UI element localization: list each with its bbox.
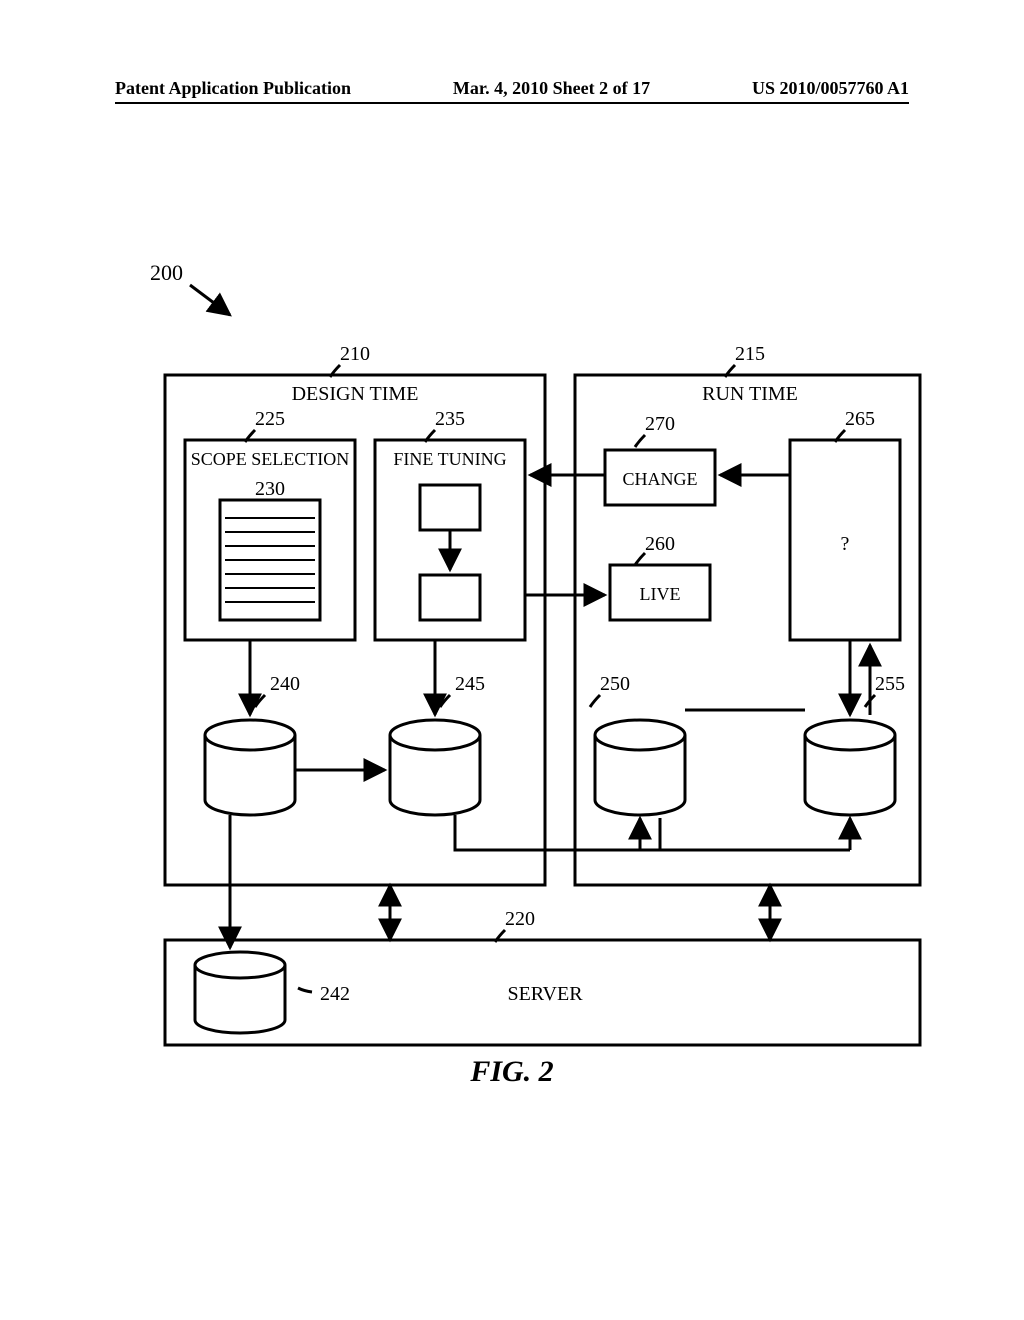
ref-230: 230: [255, 478, 285, 500]
ref-210: 210: [340, 343, 370, 365]
ref-220: 220: [505, 908, 535, 930]
db-250: [595, 720, 685, 815]
db-245: [390, 720, 480, 815]
ref-240: 240: [270, 673, 300, 695]
ref-235: 235: [435, 408, 465, 430]
page: Patent Application Publication Mar. 4, 2…: [0, 0, 1024, 1320]
header-rule: [115, 102, 909, 104]
header-center: Mar. 4, 2010 Sheet 2 of 17: [453, 78, 650, 99]
ref-242: 242: [320, 983, 350, 1005]
change-title: CHANGE: [623, 469, 698, 489]
fine-tuning-title: FINE TUNING: [393, 449, 506, 469]
ref-255: 255: [875, 673, 905, 695]
scope-selection-box: [185, 440, 355, 640]
unknown-title: ?: [841, 533, 850, 555]
ref-225: 225: [255, 408, 285, 430]
ref-270: 270: [645, 413, 675, 435]
ref-265: 265: [845, 408, 875, 430]
db-240: [205, 720, 295, 815]
db-242: [195, 952, 285, 1033]
run-time-title: RUN TIME: [702, 383, 798, 405]
ref-245: 245: [455, 673, 485, 695]
header-right: US 2010/0057760 A1: [752, 78, 909, 99]
db-255: [805, 720, 895, 815]
live-title: LIVE: [640, 584, 681, 604]
ref-200: 200: [150, 260, 183, 285]
ref-250: 250: [600, 673, 630, 695]
design-time-title: DESIGN TIME: [292, 383, 419, 405]
header-left: Patent Application Publication: [115, 78, 351, 99]
scope-selection-title: SCOPE SELECTION: [191, 449, 350, 469]
page-header: Patent Application Publication Mar. 4, 2…: [0, 78, 1024, 99]
ref-260: 260: [645, 533, 675, 555]
figure-caption: FIG. 2: [0, 1055, 1024, 1089]
server-title: SERVER: [507, 983, 583, 1005]
ref-215: 215: [735, 343, 765, 365]
